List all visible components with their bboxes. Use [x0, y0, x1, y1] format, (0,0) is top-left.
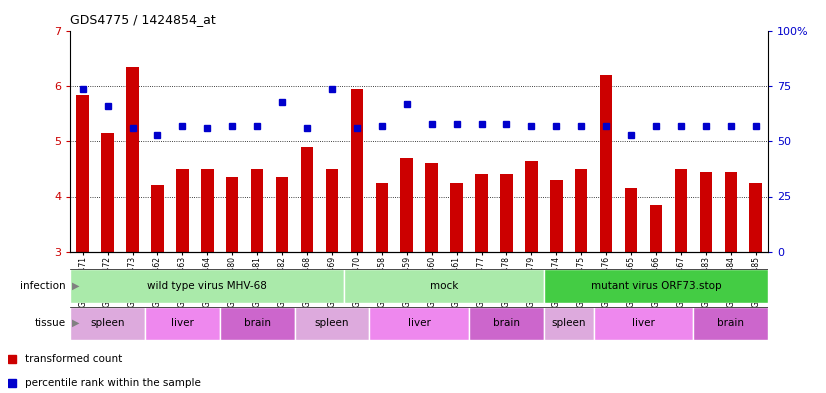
Bar	[376, 183, 388, 252]
Text: liver: liver	[408, 318, 430, 328]
Text: wild type virus MHV-68: wild type virus MHV-68	[147, 281, 268, 291]
Text: GDS4775 / 1424854_at: GDS4775 / 1424854_at	[70, 13, 216, 26]
Text: infection: infection	[21, 281, 66, 291]
Text: brain: brain	[493, 318, 520, 328]
Bar	[251, 169, 263, 252]
Text: spleen: spleen	[315, 318, 349, 328]
Bar	[226, 177, 239, 252]
Bar	[550, 180, 563, 252]
Bar	[425, 163, 438, 252]
Bar	[344, 269, 544, 303]
Bar	[77, 95, 89, 252]
Bar	[351, 89, 363, 252]
Text: ▶: ▶	[72, 318, 79, 328]
Text: ▶: ▶	[72, 281, 79, 291]
Bar	[325, 169, 338, 252]
Bar	[501, 174, 513, 252]
Text: brain: brain	[717, 318, 744, 328]
Bar	[544, 269, 768, 303]
Text: percentile rank within the sample: percentile rank within the sample	[25, 378, 201, 387]
Bar	[102, 133, 114, 252]
Bar	[70, 269, 344, 303]
Text: liver: liver	[171, 318, 194, 328]
Bar	[201, 169, 214, 252]
Text: spleen: spleen	[90, 318, 125, 328]
Bar	[675, 169, 687, 252]
Bar	[544, 307, 594, 340]
Bar	[145, 307, 220, 340]
Text: transformed count: transformed count	[25, 354, 122, 364]
Text: brain: brain	[244, 318, 271, 328]
Bar	[600, 75, 612, 252]
Bar	[525, 161, 538, 252]
Bar	[594, 307, 693, 340]
Bar	[650, 205, 662, 252]
Bar	[575, 169, 587, 252]
Bar	[693, 307, 768, 340]
Text: mutant virus ORF73.stop: mutant virus ORF73.stop	[591, 281, 721, 291]
Bar	[369, 307, 469, 340]
Bar	[126, 67, 139, 252]
Bar	[151, 185, 164, 252]
Bar	[469, 307, 544, 340]
Text: liver: liver	[632, 318, 655, 328]
Bar	[220, 307, 295, 340]
Bar	[401, 158, 413, 252]
Text: tissue: tissue	[35, 318, 66, 328]
Bar	[70, 307, 145, 340]
Bar	[475, 174, 487, 252]
Text: spleen: spleen	[552, 318, 586, 328]
Bar	[749, 183, 762, 252]
Bar	[295, 307, 369, 340]
Bar	[176, 169, 188, 252]
Bar	[624, 188, 638, 252]
Bar	[276, 177, 288, 252]
Text: mock: mock	[430, 281, 458, 291]
Bar	[450, 183, 463, 252]
Bar	[724, 172, 737, 252]
Bar	[301, 147, 313, 252]
Bar	[700, 172, 712, 252]
